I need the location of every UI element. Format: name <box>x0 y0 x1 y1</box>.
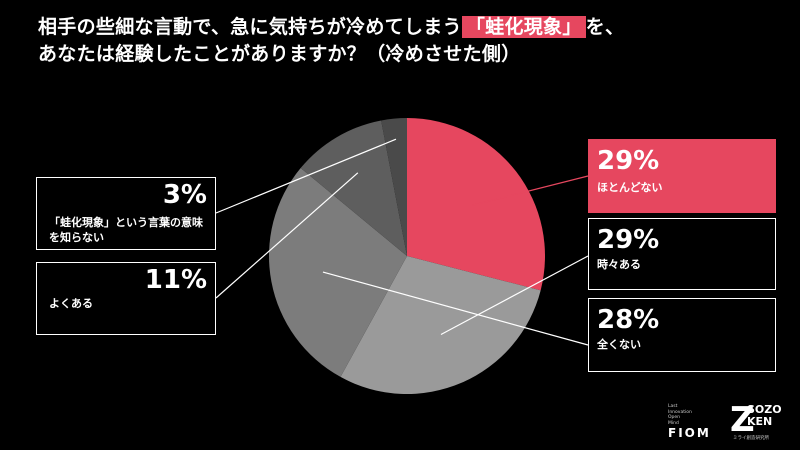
fiom-small-3: Open <box>668 415 681 420</box>
slice-shiranai <box>381 118 407 256</box>
slice-shiranai-leader-line <box>215 138 397 214</box>
slice-tokidoki-leader-line <box>440 255 589 336</box>
sozo-sub-text: ミライ創造研究所 <box>733 436 769 441</box>
label-box-hotondo: 29% ほとんどない <box>588 139 776 213</box>
slice-value-shiranai: 3% <box>162 180 207 210</box>
slice-label-shiranai: 「蛙化現象」という言葉の意味を知らない <box>49 216 203 244</box>
title-text-after: を、 <box>585 16 625 38</box>
fiom-logo: Last Innovation Open Mind FIOM <box>668 404 711 440</box>
slice-yoku-leader-line <box>215 172 359 299</box>
slice-value-hotondo: 29% <box>597 146 660 176</box>
slice-label-hotondo: ほとんどない <box>597 181 663 194</box>
slice-value-yoku: 11% <box>144 265 207 295</box>
fiom-small-2: Innovation <box>668 409 692 415</box>
title-highlight: 「蛙化現象」 <box>461 16 586 38</box>
title-line-2: あなたは経験したことがありますか？（冷めさせた側） <box>38 43 521 65</box>
slice-hotondo-leader-line <box>472 175 589 206</box>
slice-label-mattaku: 全くない <box>597 338 641 351</box>
sozo-z-mark: Z <box>730 400 755 440</box>
slice-label-tokidoki: 時々ある <box>597 258 641 271</box>
label-box-tokidoki: 29% 時々ある <box>588 218 776 290</box>
slice-value-mattaku: 28% <box>597 305 660 335</box>
sozo-top-text: SOZO <box>747 403 782 416</box>
fiom-small-1: Last <box>668 404 678 409</box>
slice-mattaku-leader-line <box>322 271 589 346</box>
title-line-1: 相手の些細な言動で、急に気持ちが冷めてしまう 「蛙化現象」 を、 <box>38 14 624 41</box>
fiom-wordmark: FIOM <box>668 426 711 440</box>
fiom-small-4: Mind <box>668 420 679 426</box>
label-box-yoku: 11% よくある <box>36 262 216 335</box>
label-box-shiranai: 3% 「蛙化現象」という言葉の意味を知らない <box>36 177 216 250</box>
slice-value-tokidoki: 29% <box>597 225 660 255</box>
title-text-before: 相手の些細な言動で、急に気持ちが冷めてしまう <box>38 16 462 38</box>
chart-title: 相手の些細な言動で、急に気持ちが冷めてしまう 「蛙化現象」 を、 あなたは経験したこ… <box>38 14 624 68</box>
label-box-mattaku: 28% 全くない <box>588 298 776 372</box>
slice-label-yoku: よくある <box>49 297 93 310</box>
slice-yoku <box>300 120 407 256</box>
sozo-bottom-text: KEN <box>747 415 773 428</box>
